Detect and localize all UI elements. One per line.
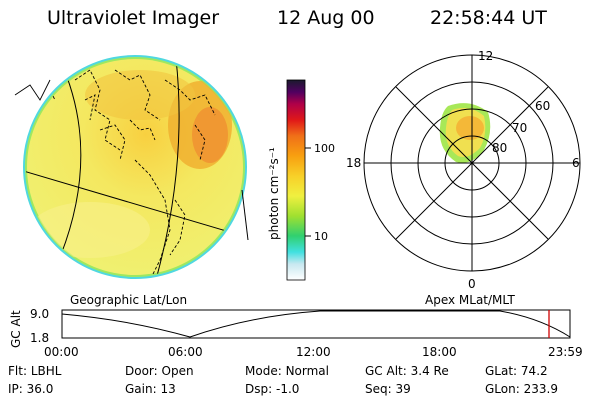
polar-plot: 12 6 18 0 60 70 80 [346,49,581,291]
status-gain: Gain: 13 [125,382,176,396]
mlt-label-12: 12 [478,49,493,63]
timeline-xtick-0600: 06:00 [168,345,203,359]
timeline-xtick-0000: 00:00 [44,345,79,359]
timeline-xtick-1800: 18:00 [422,345,457,359]
timeline-xtick-1200: 12:00 [296,345,331,359]
mlt-label-6: 6 [572,156,580,170]
status-mode: Mode: Normal [245,364,329,378]
status-glon: GLon: 233.9 [485,382,558,396]
status-gc-alt: GC Alt: 3.4 Re [365,364,449,378]
status-glat: GLat: 74.2 [485,364,548,378]
status-seq: Seq: 39 [365,382,411,396]
instrument-title: Ultraviolet Imager [47,7,219,29]
mlt-label-18: 18 [346,156,361,170]
colorbar-tick-100: 100 [314,142,335,155]
colorbar-unit-label: photon cm⁻²s⁻¹ [267,147,281,240]
status-ip: IP: 36.0 [8,382,53,396]
colorbar-tick-10: 10 [314,230,328,243]
altitude-timeline: GC Alt 9.0 1.8 00:00 06:00 12:00 18:00 2… [9,307,583,359]
timeline-xtick-2359: 23:59 [548,345,583,359]
status-dsp: Dsp: -1.0 [245,382,299,396]
date-label: 12 Aug 00 [277,7,375,29]
mlat-label-70: 70 [512,121,527,135]
time-label: 22:58:44 UT [430,7,547,29]
mlat-label-60: 60 [535,99,550,113]
mlat-label-80: 80 [492,141,507,155]
status-flt: Flt: LBHL [8,364,62,378]
apex-panel-label: Apex MLat/MLT [425,293,515,307]
colorbar: 100 10 photon cm⁻²s⁻¹ [267,79,335,281]
geographic-panel-label: Geographic Lat/Lon [70,293,187,307]
timeline-ytick-bottom: 1.8 [30,331,49,345]
timeline-ytick-top: 9.0 [30,307,49,321]
timeline-axis-label: GC Alt [9,310,23,348]
status-door: Door: Open [125,364,194,378]
mlt-label-0: 0 [468,277,476,291]
status-panel: Flt: LBHL Door: Open Mode: Normal GC Alt… [8,364,558,396]
geographic-image [14,55,249,279]
